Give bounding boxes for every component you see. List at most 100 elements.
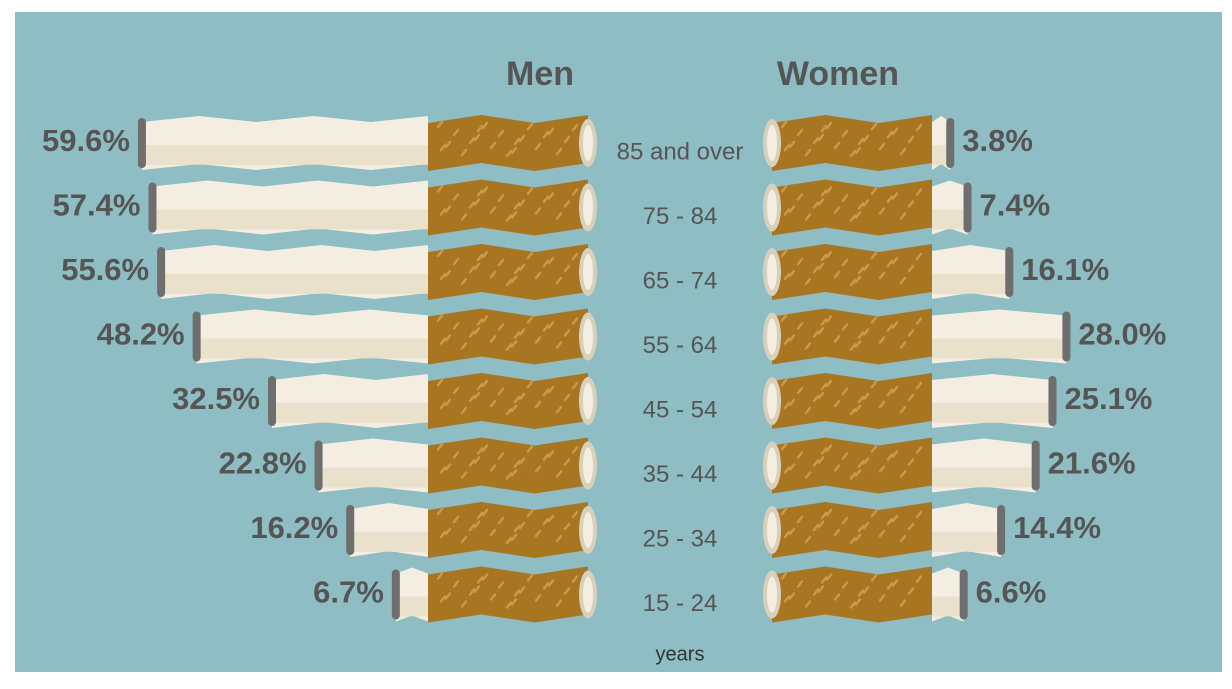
category-label: 65 - 74	[643, 267, 718, 294]
category-label: 25 - 34	[643, 525, 718, 552]
filter-end-inner	[583, 577, 593, 613]
series-heading: Men	[506, 55, 574, 93]
filter-end-inner	[767, 319, 777, 355]
filter-end-inner	[767, 448, 777, 484]
cigarette	[763, 373, 1056, 429]
burn-end	[1062, 312, 1070, 362]
filter	[428, 180, 588, 236]
category-label: 35 - 44	[643, 461, 718, 488]
value-label: 32.5%	[172, 381, 260, 416]
cigarette	[763, 502, 1005, 558]
value-label: 57.4%	[53, 188, 141, 223]
cigarette	[346, 502, 597, 558]
cigarette	[392, 567, 597, 623]
cigarette	[763, 180, 972, 236]
category-label: 75 - 84	[643, 203, 718, 230]
category-label: 55 - 64	[643, 332, 718, 359]
cigarette	[193, 309, 597, 365]
filter	[772, 244, 932, 300]
paper-shade	[197, 339, 428, 359]
paper-shade	[932, 210, 968, 230]
cigarette	[763, 567, 968, 623]
burn-end	[392, 570, 400, 620]
burn-end	[346, 505, 354, 555]
paper-shade	[350, 532, 428, 552]
burn-end	[268, 376, 276, 426]
filter	[428, 115, 588, 171]
burn-end	[157, 247, 165, 297]
category-label: 45 - 54	[643, 396, 718, 423]
paper-shade	[932, 339, 1066, 359]
filter-end-inner	[583, 448, 593, 484]
filter-end-inner	[767, 190, 777, 226]
filter	[428, 438, 588, 494]
filter	[772, 180, 932, 236]
burn-end	[964, 183, 972, 233]
page: Men Women years 85 and over59.6%3.8%75 -…	[0, 0, 1232, 684]
filter	[428, 502, 588, 558]
value-label: 16.2%	[250, 510, 338, 545]
filter	[428, 309, 588, 365]
paper-shade	[932, 532, 1001, 552]
paper-shade	[932, 403, 1052, 423]
value-label: 28.0%	[1078, 317, 1166, 352]
filter-end-inner	[767, 125, 777, 161]
value-label: 3.8%	[962, 123, 1033, 158]
filter-end-inner	[583, 190, 593, 226]
cigarette	[148, 180, 597, 236]
value-label: 59.6%	[42, 123, 130, 158]
paper-shade	[161, 274, 428, 294]
filter	[772, 502, 932, 558]
paper-shade	[319, 468, 428, 488]
paper-shade	[932, 274, 1009, 294]
paper-shade	[932, 597, 964, 617]
cigarette	[763, 309, 1070, 365]
value-label: 48.2%	[97, 317, 185, 352]
paper-shade	[396, 597, 428, 617]
filter-end-inner	[583, 254, 593, 290]
burn-end	[1032, 441, 1040, 491]
paper-shade	[932, 468, 1036, 488]
category-label: 85 and over	[617, 138, 744, 165]
paper-shade	[152, 210, 428, 230]
filter-end-inner	[767, 383, 777, 419]
filter	[772, 115, 932, 171]
value-label: 16.1%	[1021, 252, 1109, 287]
filter	[772, 309, 932, 365]
cigarette	[268, 373, 597, 429]
burn-end	[138, 118, 146, 168]
filter	[428, 244, 588, 300]
filter-end-inner	[583, 512, 593, 548]
chart: Men Women years 85 and over59.6%3.8%75 -…	[0, 0, 1232, 684]
x-axis-label: years	[656, 643, 705, 665]
cigarette	[138, 115, 597, 171]
cigarette	[157, 244, 597, 300]
burn-end	[315, 441, 323, 491]
value-label: 7.4%	[980, 188, 1051, 223]
burn-end	[193, 312, 201, 362]
value-label: 6.6%	[976, 575, 1047, 610]
value-label: 14.4%	[1013, 510, 1101, 545]
filter-end-inner	[583, 383, 593, 419]
filter	[772, 438, 932, 494]
cigarette	[763, 244, 1013, 300]
filter	[428, 567, 588, 623]
burn-end	[1048, 376, 1056, 426]
value-label: 55.6%	[61, 252, 149, 287]
filter	[428, 373, 588, 429]
filter-end-inner	[767, 254, 777, 290]
value-label: 21.6%	[1048, 446, 1136, 481]
paper-shade	[142, 145, 428, 165]
burn-end	[960, 570, 968, 620]
filter	[772, 373, 932, 429]
burn-end	[148, 183, 156, 233]
value-label: 6.7%	[313, 575, 384, 610]
filter	[772, 567, 932, 623]
filter-end-inner	[767, 577, 777, 613]
filter-end-inner	[583, 125, 593, 161]
filter-end-inner	[767, 512, 777, 548]
paper-shade	[272, 403, 428, 423]
filter-end-inner	[583, 319, 593, 355]
cigarette	[763, 115, 954, 171]
value-label: 22.8%	[219, 446, 307, 481]
